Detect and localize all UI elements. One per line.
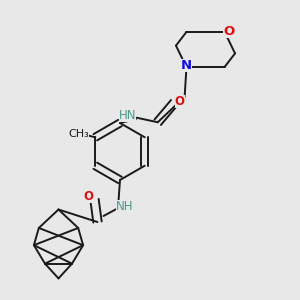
- Text: HN: HN: [119, 109, 136, 122]
- Text: NH: NH: [116, 200, 133, 213]
- Text: O: O: [83, 190, 94, 203]
- Text: O: O: [175, 95, 184, 108]
- Text: O: O: [223, 25, 234, 38]
- Text: N: N: [181, 59, 192, 72]
- Text: CH₃: CH₃: [68, 129, 89, 139]
